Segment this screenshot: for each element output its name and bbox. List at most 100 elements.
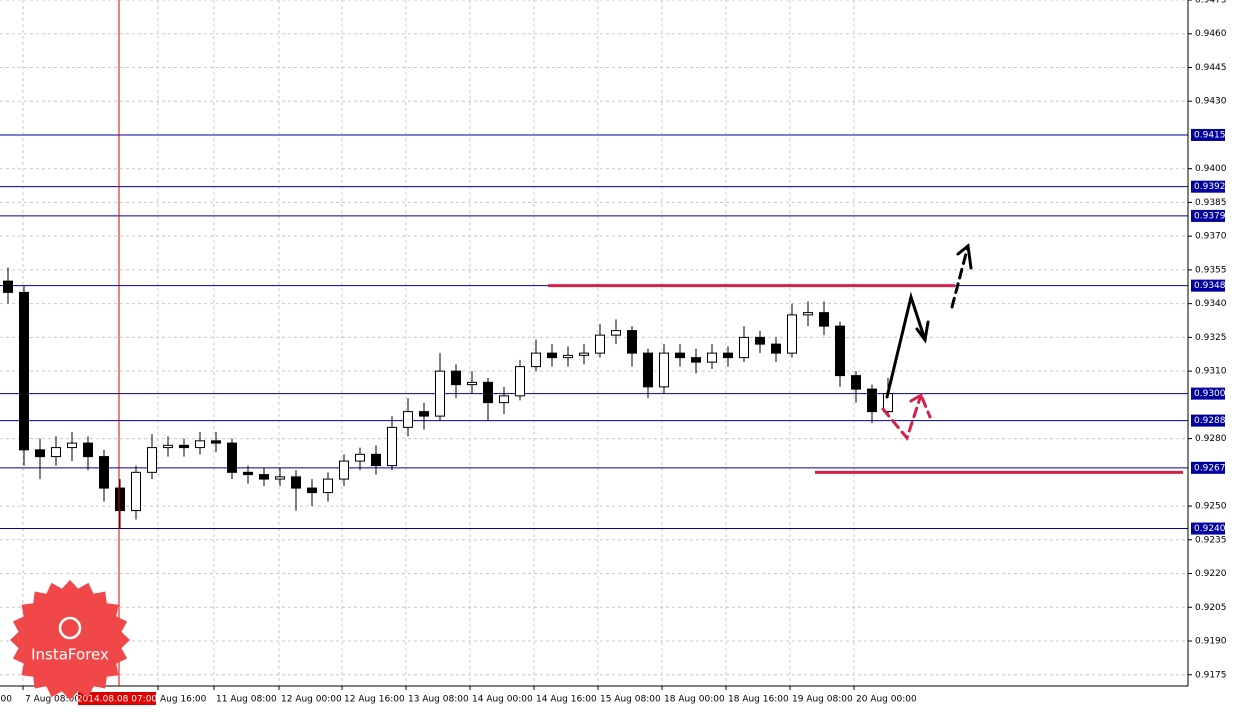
candle-body	[275, 476, 285, 480]
level-label-box	[1191, 180, 1225, 193]
x-tick-label: 7 Aug 08:00	[25, 695, 80, 705]
x-tick-label: 18 Aug 16:00	[728, 695, 789, 705]
candle-body	[611, 330, 621, 336]
candle-body	[531, 352, 541, 368]
x-tick-label: 12 Aug 16:00	[344, 695, 405, 705]
level-label-box	[1191, 387, 1225, 400]
y-axis: 0.9175 0.9190 0.9205 0.9220 0.9235 0.9250 0.92…	[1188, 0, 1227, 680]
y-tick-label: 0.9355	[1195, 265, 1227, 275]
candle-body	[131, 471, 141, 512]
arrow-head	[956, 243, 973, 270]
candle-body	[835, 325, 845, 377]
candle-body	[211, 440, 221, 444]
x-tick-label: 12 Aug 00:00	[281, 695, 342, 705]
candle-body	[83, 442, 93, 458]
y-tick-label: 0.9280	[1195, 434, 1227, 444]
x-tick-label: 13 Aug 08:00	[408, 695, 469, 705]
forecast-alt-arrow	[881, 393, 923, 442]
cursor-time-box	[78, 692, 156, 705]
candle-body	[67, 442, 77, 449]
candle-body	[627, 330, 637, 354]
level-label-box	[1191, 461, 1225, 474]
level-label-box	[1191, 522, 1225, 535]
x-tick-label: 11 Aug 08:00	[216, 695, 277, 705]
candle-body	[3, 280, 13, 293]
candle-body	[755, 336, 765, 345]
level-label: 0.9415	[1194, 130, 1226, 140]
candle-body	[227, 442, 237, 473]
y-tick-label: 0.9310	[1195, 367, 1227, 377]
candle-body	[259, 474, 269, 480]
candle-body	[707, 352, 717, 363]
candle-body	[787, 314, 797, 354]
candle-body	[771, 343, 781, 354]
candle-body	[867, 388, 877, 413]
y-tick-label: 0.9205	[1195, 603, 1227, 613]
candle-body	[355, 453, 365, 462]
forecast-dashed-arrow	[950, 244, 970, 309]
candle-body	[419, 411, 429, 417]
arrow-head	[909, 392, 932, 419]
logo-icon	[58, 616, 82, 640]
logo-text: InstaForex	[31, 646, 109, 664]
y-tick-label: 0.9430	[1195, 97, 1227, 107]
y-tick-label: 0.9325	[1195, 333, 1227, 343]
y-tick-label: 0.9235	[1195, 535, 1227, 545]
candle-body	[163, 444, 173, 449]
x-tick-label: 14 Aug 00:00	[472, 695, 533, 705]
candle-body	[307, 487, 317, 494]
forecast-arrows	[881, 243, 973, 442]
candle-body	[35, 449, 45, 458]
x-tick-label: 14 Aug 16:00	[536, 695, 597, 705]
y-tick-label: 0.9340	[1195, 299, 1227, 309]
y-tick-label: 0.9220	[1195, 569, 1227, 579]
level-label: 0.9288	[1194, 416, 1226, 426]
candle-body	[291, 476, 301, 489]
candle-body	[819, 312, 829, 327]
x-tick-label: 18 Aug 00:00	[664, 695, 725, 705]
level-label-box	[1191, 128, 1225, 141]
candle-body	[643, 352, 653, 388]
cursor-time: 2014.08.08 07:00	[77, 695, 158, 705]
candle-body	[435, 370, 445, 417]
candle-body	[499, 395, 509, 404]
level-label-box	[1191, 279, 1225, 292]
forecast-up-arrow	[885, 291, 927, 399]
candle-body	[483, 381, 493, 404]
candle-body	[659, 352, 669, 388]
candles	[3, 267, 893, 529]
y-tick-label: 0.9190	[1195, 637, 1227, 647]
candle-body	[387, 426, 397, 467]
candle-body	[579, 352, 589, 356]
x-axis: 00 7 Aug 08:00 Aug 16:00 11 Aug 08:00 12 Aug…	[1, 686, 917, 705]
y-tick-label: 0.9475	[1195, 0, 1227, 6]
candle-body	[115, 487, 125, 512]
level-label: 0.9267	[1194, 463, 1226, 473]
candle-body	[243, 471, 253, 476]
level-label-box	[1191, 209, 1225, 222]
y-tick-label: 0.9370	[1195, 232, 1227, 242]
candle-body	[451, 370, 461, 386]
candle-body	[563, 354, 573, 359]
x-tick-label: 19 Aug 08:00	[792, 695, 853, 705]
candle-body	[179, 444, 189, 449]
candle-body	[739, 336, 749, 359]
level-label-box	[1191, 414, 1225, 427]
x-tick-label: Aug 16:00	[160, 695, 207, 705]
candle-body	[691, 357, 701, 363]
plot-area	[0, 0, 1188, 686]
candle-body	[803, 312, 813, 316]
arrow-head	[915, 320, 930, 344]
level-label: 0.9240	[1194, 524, 1226, 534]
candle-body	[99, 456, 109, 489]
y-tick-label: 0.9175	[1195, 670, 1227, 680]
candle-body	[323, 478, 333, 494]
candle-body	[51, 447, 61, 458]
level-label: 0.9379	[1194, 211, 1226, 221]
level-label: 0.9392	[1194, 182, 1226, 192]
y-tick-label: 0.9460	[1195, 29, 1227, 39]
x-tick-label: 20 Aug 00:00	[856, 695, 917, 705]
level-label: 0.9348	[1194, 281, 1226, 291]
